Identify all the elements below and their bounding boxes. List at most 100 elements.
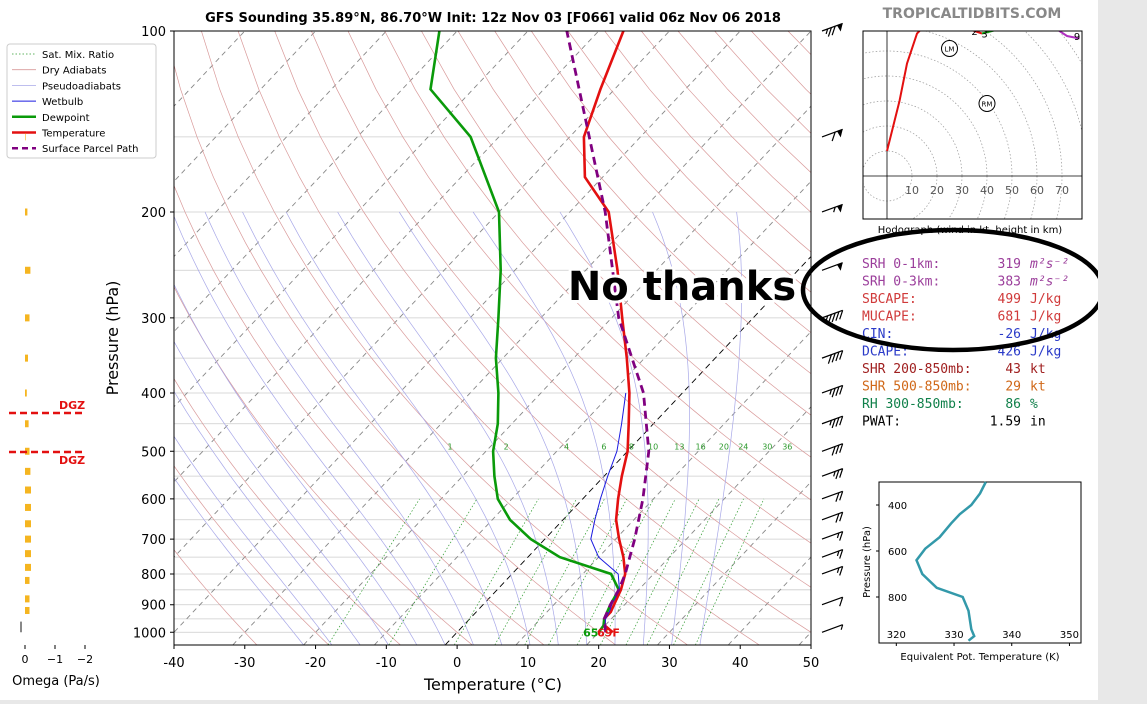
- storm-motion-label: RM: [982, 101, 993, 109]
- barb-half-feather: [829, 420, 832, 426]
- barb-feather: [831, 418, 836, 429]
- barb-feather: [831, 446, 836, 456]
- pseudoadiabat: [174, 283, 418, 645]
- x-tick-label: -10: [376, 656, 397, 671]
- pseudoadiabat: [242, 211, 503, 645]
- param-unit: kt: [1030, 362, 1046, 377]
- hodograph-ring-label: 60: [1030, 184, 1044, 197]
- param-unit: J/kg: [1030, 292, 1061, 307]
- barb-half-feather: [840, 624, 844, 630]
- mixing-ratio-line: [646, 498, 720, 645]
- omega-bar: [25, 606, 30, 614]
- pseudoadiabat: [285, 211, 531, 645]
- y-tick-label: 1000: [133, 626, 166, 641]
- dgz-label: DGZ: [59, 399, 85, 412]
- x-tick-label: -40: [163, 656, 184, 671]
- barb-staff: [821, 384, 843, 394]
- omega-tick-label: 0: [22, 653, 29, 666]
- barb-feather: [831, 388, 836, 398]
- barb-feather: [835, 469, 840, 480]
- dry-adiabat: [174, 63, 617, 645]
- y-tick-label: 200: [141, 206, 166, 221]
- theta-e-y-tick-label: 600: [888, 547, 907, 558]
- omega-bar: [25, 563, 31, 571]
- wind-barb: [821, 549, 844, 559]
- barb-feather: [839, 385, 844, 395]
- y-tick-label: 700: [141, 533, 166, 548]
- barb-staff: [821, 624, 843, 633]
- barb-pennant: [837, 204, 843, 213]
- param-label: SRH 0-3km:: [862, 275, 940, 290]
- mixing-ratio-label: 16: [696, 442, 706, 451]
- y-tick-label: 900: [141, 599, 166, 614]
- parameter-table: SRH 0-1km: 319 m²s⁻² SRH 0-3km: 383 m²s⁻² SBCA…: [862, 257, 1069, 430]
- barb-feather: [835, 513, 840, 523]
- barb-feather: [827, 354, 832, 364]
- omega-bar: [25, 486, 31, 494]
- barb-staff: [821, 350, 843, 359]
- dry-adiabat: [274, 31, 811, 633]
- freezing-isotherm: [444, 255, 811, 645]
- barb-feather: [839, 443, 844, 453]
- pseudoadiabat: [699, 211, 742, 645]
- theta-e-x-label: Equivalent Pot. Temperature (K): [900, 652, 1059, 663]
- omega-panel: Omega (Pa/s) DGZ DGZ 0 −1 −2: [9, 133, 100, 689]
- mixing-ratio-label: 8: [629, 442, 634, 451]
- omega-bar: [25, 420, 29, 428]
- barb-staff: [821, 415, 843, 425]
- hodograph-height-label: 3: [981, 30, 987, 41]
- wind-barb: [821, 596, 844, 607]
- mixing-ratio-line: [673, 498, 744, 645]
- param-value: 86: [1005, 397, 1021, 412]
- barb-feather: [835, 492, 840, 502]
- barb-staff: [821, 596, 843, 606]
- barb-feather: [839, 566, 844, 576]
- omega-bar: [25, 595, 30, 603]
- barb-feather: [835, 386, 840, 397]
- barb-half-feather: [833, 471, 836, 477]
- param-value: 383: [998, 275, 1021, 290]
- pseudoadiabat: [337, 211, 559, 645]
- hodograph-trace: [1057, 31, 1080, 40]
- y-tick-label: 400: [141, 387, 166, 402]
- barb-half-feather: [829, 389, 832, 395]
- param-label: SBCAPE:: [862, 292, 917, 307]
- barb-feather: [839, 531, 844, 541]
- surface-temperature-label: 69F: [597, 626, 620, 639]
- mixing-ratio-line: [327, 498, 420, 645]
- param-value: -26: [998, 327, 1021, 342]
- wind-barb: [821, 203, 843, 213]
- omega-bar: [25, 550, 31, 558]
- wind-barb-column: [821, 22, 844, 633]
- barb-pennant: [837, 23, 843, 32]
- barb-staff: [821, 309, 843, 319]
- wind-barb: [821, 415, 844, 429]
- barb-staff: [821, 565, 843, 575]
- pseudoadiabat: [472, 211, 616, 645]
- x-tick-label: 0: [453, 656, 461, 671]
- wind-barb: [821, 490, 844, 502]
- isotherm: [174, 31, 599, 483]
- mixing-ratio-line: [494, 498, 577, 645]
- theta-e-y-tick-label: 800: [888, 593, 907, 604]
- mixing-ratio-label: 10: [648, 442, 658, 451]
- dry-adiabat: [174, 184, 545, 645]
- x-tick-label: 50: [803, 656, 820, 671]
- legend-label: Surface Parcel Path: [42, 144, 138, 155]
- y-tick-label: 300: [141, 312, 166, 327]
- omega-bar: [25, 576, 30, 584]
- barb-feather: [835, 444, 840, 455]
- barb-feather: [835, 311, 840, 321]
- isotherm: [232, 31, 811, 645]
- mixing-ratio-label: 30: [762, 442, 772, 451]
- pseudoadiabat: [204, 211, 474, 645]
- param-value: 29: [1005, 380, 1021, 395]
- barb-feather: [835, 417, 840, 427]
- mixing-ratio-label: 20: [719, 442, 729, 451]
- wind-barb: [821, 443, 844, 456]
- x-tick-label: -30: [234, 656, 255, 671]
- wind-barb: [821, 22, 843, 37]
- barb-staff: [821, 203, 843, 213]
- wind-barb: [821, 531, 844, 541]
- omega-bar: [25, 447, 30, 455]
